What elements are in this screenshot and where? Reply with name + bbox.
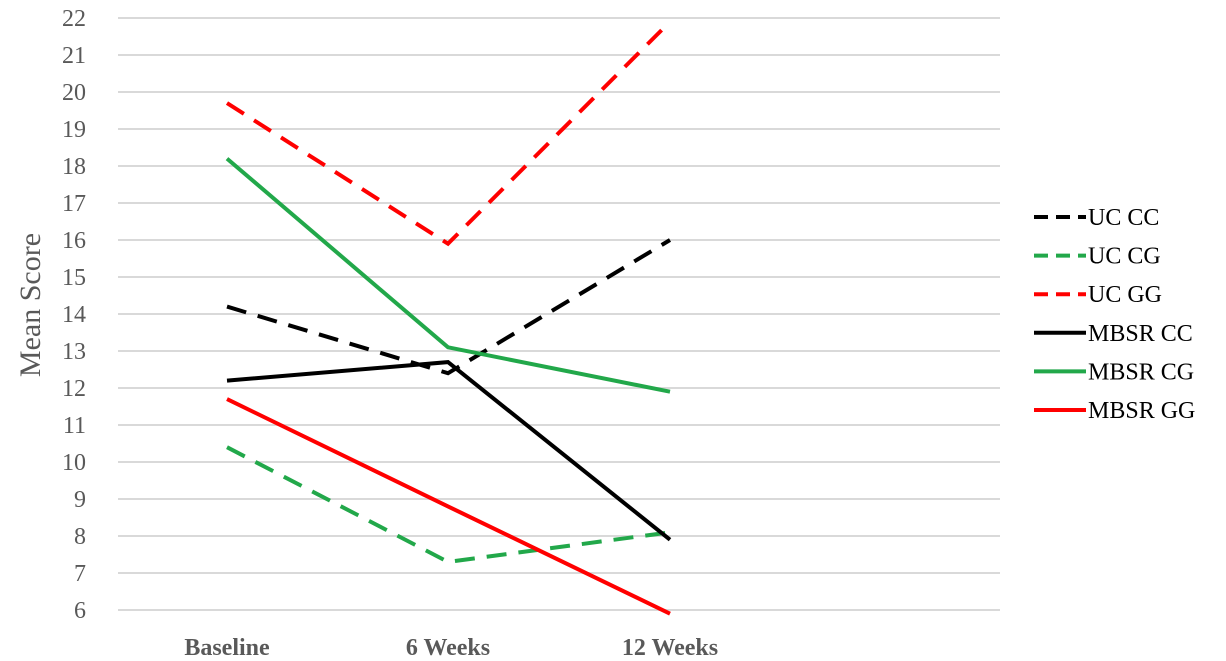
y-tick-label: 17 [62, 191, 86, 217]
y-tick-label: 6 [74, 598, 86, 624]
y-tick-label: 14 [62, 302, 86, 328]
legend-label: UC CG [1088, 244, 1161, 270]
series-line-uc-cg [226, 445, 671, 564]
x-axis-categories: Baseline 6 Weeks 12 Weeks [184, 635, 718, 661]
y-tick-label: 19 [62, 117, 86, 143]
series-line-mbsr-gg [226, 397, 671, 616]
legend-label: MBSR CC [1088, 321, 1193, 347]
y-tick-label: 9 [74, 487, 86, 513]
y-axis-title: Mean Score [14, 233, 47, 377]
legend-label: MBSR CG [1088, 359, 1194, 385]
legend-label: UC GG [1088, 282, 1162, 308]
y-tick-label: 18 [62, 154, 86, 180]
legend-label: MBSR GG [1088, 398, 1195, 424]
y-tick-label: 8 [74, 524, 86, 550]
legend: UC CC UC CG UC GG MBSR CC MBSR CG MBSR GG [1034, 205, 1195, 424]
series-line-mbsr-cg [225, 157, 671, 394]
y-tick-label: 20 [62, 80, 86, 106]
y-axis-ticks: 6 7 8 9 10 11 12 13 14 15 16 17 18 19 20 21 22 [62, 6, 86, 624]
y-tick-label: 10 [62, 450, 86, 476]
x-category-label: 12 Weeks [622, 635, 718, 661]
series-line-uc-gg [225, 20, 672, 247]
gridlines [118, 17, 1000, 611]
series-lines [225, 20, 672, 616]
x-category-label: 6 Weeks [406, 635, 490, 661]
legend-label: UC CC [1088, 205, 1159, 231]
series-line-mbsr-cc [226, 360, 672, 542]
x-category-label: Baseline [184, 635, 270, 661]
y-tick-label: 13 [62, 339, 86, 365]
y-tick-label: 22 [62, 6, 86, 32]
y-tick-label: 12 [62, 376, 86, 402]
y-tick-label: 11 [63, 413, 86, 439]
y-tick-label: 7 [74, 561, 86, 587]
y-tick-label: 15 [62, 265, 86, 291]
series-line-uc-cc [226, 238, 672, 376]
y-tick-label: 16 [62, 228, 86, 254]
y-tick-label: 21 [62, 43, 86, 69]
